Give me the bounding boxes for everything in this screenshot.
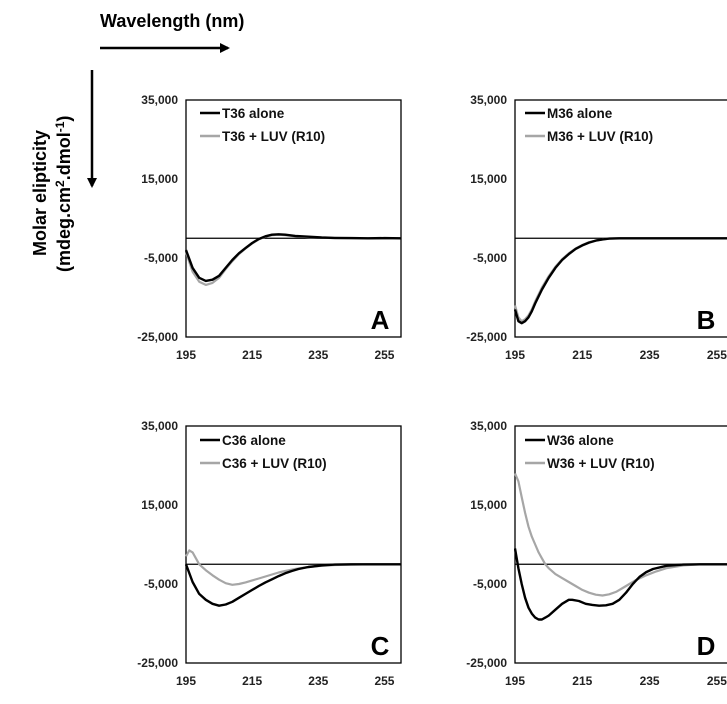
series-line-luv bbox=[185, 549, 401, 586]
y-tick-label: 35,000 bbox=[470, 419, 507, 433]
series-line-alone bbox=[185, 563, 401, 607]
y-tick-label: -25,000 bbox=[466, 330, 507, 344]
y-tick-label: -25,000 bbox=[137, 656, 178, 670]
series-line-alone bbox=[185, 233, 402, 283]
x-tick-label: 235 bbox=[308, 674, 328, 688]
legend-label: W36 alone bbox=[547, 433, 614, 448]
plot-frame bbox=[185, 99, 402, 338]
x-tick-label: 255 bbox=[374, 348, 394, 362]
panel-letter: B bbox=[697, 305, 716, 335]
panel-c: 35,000 15,000 -5,000 -25,000 195 215 235 255 C36… bbox=[137, 419, 402, 688]
y-tick-label: 15,000 bbox=[470, 172, 507, 186]
y-tick-label: 35,000 bbox=[141, 419, 178, 433]
x-tick-label: 235 bbox=[308, 348, 328, 362]
y-tick-label: -5,000 bbox=[144, 577, 178, 591]
panel-b: 35,000 15,000 -5,000 -25,000 195 215 235 255 M36… bbox=[466, 93, 727, 362]
x-tick-label: 195 bbox=[176, 674, 196, 688]
plot-frame bbox=[514, 99, 727, 338]
x-direction-label: Wavelength (nm) bbox=[100, 11, 244, 31]
x-tick-label: 215 bbox=[572, 674, 592, 688]
y-tick-label: -5,000 bbox=[473, 251, 507, 265]
y-tick-label: -25,000 bbox=[466, 656, 507, 670]
x-tick-label: 215 bbox=[572, 348, 592, 362]
x-tick-label: 255 bbox=[707, 674, 727, 688]
x-tick-label: 195 bbox=[505, 674, 525, 688]
legend-label: T36 + LUV (R10) bbox=[222, 129, 325, 144]
x-tick-label: 235 bbox=[640, 348, 660, 362]
y-tick-label: 15,000 bbox=[470, 498, 507, 512]
y-direction-label-line2: (mdeg.cm2.dmol-1) bbox=[53, 116, 74, 272]
y-tick-label: 15,000 bbox=[141, 498, 178, 512]
panel-a: 35,000 15,000 -5,000 -25,000 195 215 235 255 T36… bbox=[137, 93, 402, 362]
series-line-alone bbox=[514, 548, 727, 621]
plot-frame bbox=[185, 425, 402, 664]
x-tick-label: 235 bbox=[640, 674, 660, 688]
panel-d: 35,000 15,000 -5,000 -25,000 195 215 235 255 W36… bbox=[466, 419, 727, 688]
panel-letter: A bbox=[371, 305, 390, 335]
x-tick-label: 255 bbox=[374, 674, 394, 688]
y-tick-label: -5,000 bbox=[473, 577, 507, 591]
panel-letter: C bbox=[371, 631, 390, 661]
y-direction-label-line1: Molar elipticity bbox=[30, 130, 50, 256]
chart-panels: 35,000 15,000 -5,000 -25,000 195 215 235 255 T36… bbox=[137, 93, 727, 688]
x-tick-label: 255 bbox=[707, 348, 727, 362]
panel-letter: D bbox=[697, 631, 716, 661]
x-tick-label: 215 bbox=[242, 348, 262, 362]
plot-frame bbox=[514, 425, 727, 664]
y-tick-label: 35,000 bbox=[141, 93, 178, 107]
y-tick-label: 15,000 bbox=[141, 172, 178, 186]
x-tick-label: 195 bbox=[505, 348, 525, 362]
x-tick-label: 215 bbox=[242, 674, 262, 688]
legend-label: M36 alone bbox=[547, 106, 613, 121]
x-tick-label: 195 bbox=[176, 348, 196, 362]
series-line-alone bbox=[514, 237, 727, 325]
y-tick-label: -5,000 bbox=[144, 251, 178, 265]
legend-label: W36 + LUV (R10) bbox=[547, 456, 655, 471]
legend-label: M36 + LUV (R10) bbox=[547, 129, 653, 144]
legend-label: T36 alone bbox=[222, 106, 285, 121]
legend-label: C36 alone bbox=[222, 433, 286, 448]
y-tick-label: 35,000 bbox=[470, 93, 507, 107]
series-line-luv bbox=[514, 472, 727, 597]
legend-label: C36 + LUV (R10) bbox=[222, 456, 327, 471]
y-tick-label: -25,000 bbox=[137, 330, 178, 344]
